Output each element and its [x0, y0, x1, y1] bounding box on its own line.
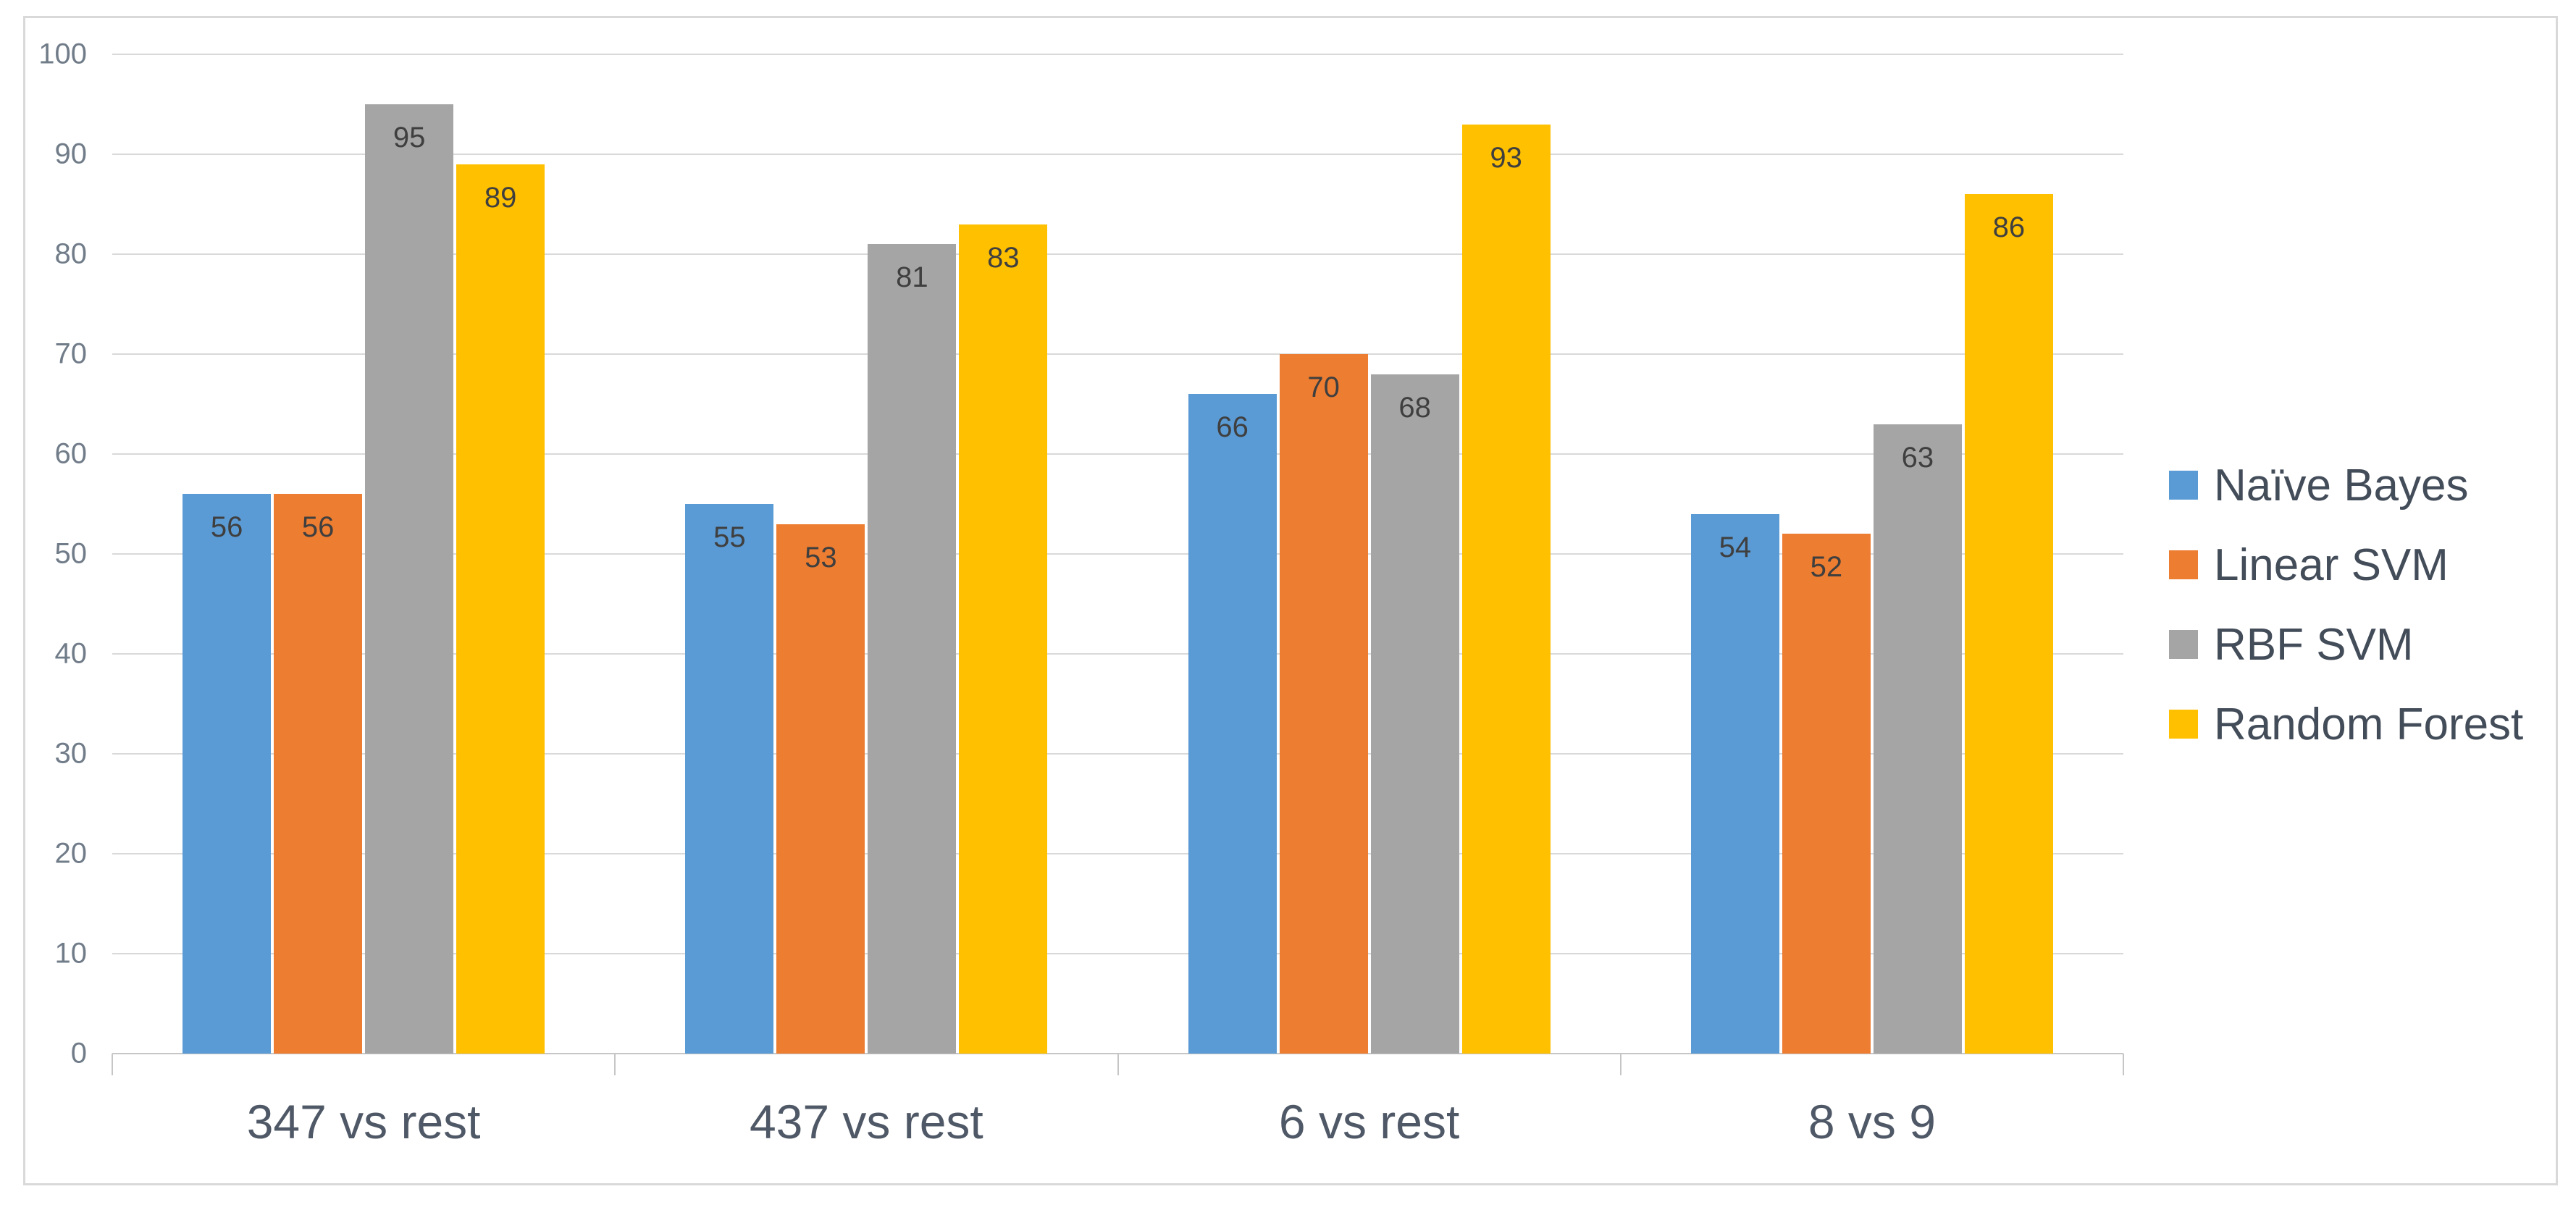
bar-group: 56 56 95 89	[112, 54, 615, 1054]
bar-value-label: 55	[713, 521, 746, 553]
bar-rbf-svm: 63	[1873, 424, 1962, 1054]
gridline	[112, 154, 2123, 155]
bar-value-label: 54	[1719, 531, 1752, 563]
y-axis-tick-label: 20	[54, 837, 88, 870]
bar-na-ve-bayes: 55	[685, 504, 774, 1054]
bar-random-forest: 93	[1461, 124, 1551, 1054]
bar-random-forest: 89	[456, 164, 545, 1054]
bar-group: 54 52 63 86	[1621, 54, 2123, 1054]
legend-item: RBF SVM	[2169, 605, 2523, 684]
bar-value-label: 56	[301, 511, 335, 544]
y-axis-tick-label: 40	[54, 637, 88, 670]
bar-na-ve-bayes: 54	[1690, 513, 1779, 1054]
bar-linear-svm: 52	[1782, 534, 1871, 1054]
plot-area: 0 10 20 30 40 50 60 70 80 90 100 56 56 95 89 347 vs res…	[38, 38, 2124, 1148]
gridline	[112, 853, 2123, 854]
bar-value-label: 63	[1901, 441, 1934, 474]
legend-swatch	[2169, 710, 2198, 739]
legend-label: Naïve Bayes	[2214, 460, 2469, 511]
y-axis-tick-label: 90	[54, 138, 88, 170]
legend-item: Random Forest	[2169, 684, 2523, 764]
gridline	[112, 54, 2123, 55]
bar-rbf-svm: 81	[868, 244, 957, 1054]
legend-swatch	[2169, 471, 2198, 500]
y-axis-tick-label: 100	[38, 38, 87, 70]
legend-label: Linear SVM	[2214, 539, 2449, 590]
legend-label: Random Forest	[2214, 699, 2524, 749]
bar-value-label: 93	[1490, 141, 1522, 174]
x-axis-tick	[614, 1054, 616, 1075]
bar-value-label: 81	[896, 261, 928, 294]
bar-value-label: 52	[1810, 551, 1843, 584]
x-axis-tick	[2123, 1054, 2124, 1075]
legend-item: Naïve Bayes	[2169, 445, 2523, 525]
category-label: 8 vs 9	[1808, 1095, 1936, 1148]
x-axis-tick	[1117, 1054, 1119, 1075]
bar-group: 66 70 68 93	[1118, 54, 1621, 1054]
y-axis-tick-label: 30	[54, 737, 88, 770]
gridline	[112, 353, 2123, 355]
bar-value-label: 95	[393, 122, 426, 154]
gridline	[112, 753, 2123, 755]
bar-random-forest: 86	[1964, 194, 2053, 1054]
bar-value-label: 70	[1307, 371, 1340, 403]
bar-value-label: 56	[210, 511, 243, 544]
bar-value-label: 89	[484, 181, 517, 214]
y-axis-tick-label: 50	[54, 537, 88, 570]
bar-value-label: 53	[805, 541, 837, 574]
bar-na-ve-bayes: 56	[182, 494, 272, 1054]
category-label: 6 vs rest	[1278, 1095, 1460, 1148]
bar-value-label: 86	[1992, 211, 2026, 244]
bar-rbf-svm: 95	[365, 104, 454, 1054]
gridline	[112, 553, 2123, 555]
bar-value-label: 68	[1398, 391, 1431, 424]
legend-swatch	[2169, 630, 2198, 659]
chart-frame: 0 10 20 30 40 50 60 70 80 90 100 56 56 95 89 347 vs res…	[23, 16, 2558, 1185]
bar-linear-svm: 56	[274, 494, 363, 1054]
legend-label: RBF SVM	[2214, 619, 2414, 670]
category-label: 347 vs rest	[246, 1095, 481, 1148]
gridline	[112, 453, 2123, 455]
gridline	[112, 653, 2123, 655]
bar-value-label: 83	[987, 241, 1020, 274]
bar-linear-svm: 70	[1279, 354, 1368, 1054]
legend: Naïve Bayes Linear SVM RBF SVM Random Fores…	[2169, 445, 2523, 764]
y-axis-tick-label: 0	[70, 1037, 87, 1070]
bar-rbf-svm: 68	[1370, 374, 1459, 1054]
bar-group: 55 53 81 83	[615, 54, 1117, 1054]
x-axis-tick	[1619, 1054, 1621, 1075]
bar-na-ve-bayes: 66	[1188, 394, 1277, 1054]
y-axis-tick-label: 80	[54, 238, 88, 270]
gridline	[112, 253, 2123, 255]
y-axis-tick-label: 60	[54, 437, 88, 470]
bar-random-forest: 83	[959, 224, 1048, 1054]
x-axis-tick	[112, 1054, 113, 1075]
y-axis-tick-label: 70	[54, 337, 88, 370]
y-axis-tick-label: 10	[54, 937, 88, 970]
bar-linear-svm: 53	[776, 524, 865, 1054]
category-label: 437 vs rest	[749, 1095, 983, 1148]
legend-swatch	[2169, 550, 2198, 579]
gridline	[112, 953, 2123, 954]
bar-value-label: 66	[1216, 411, 1249, 444]
legend-item: Linear SVM	[2169, 525, 2523, 605]
